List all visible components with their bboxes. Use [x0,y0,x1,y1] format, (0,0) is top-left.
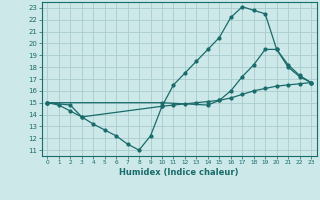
X-axis label: Humidex (Indice chaleur): Humidex (Indice chaleur) [119,168,239,177]
